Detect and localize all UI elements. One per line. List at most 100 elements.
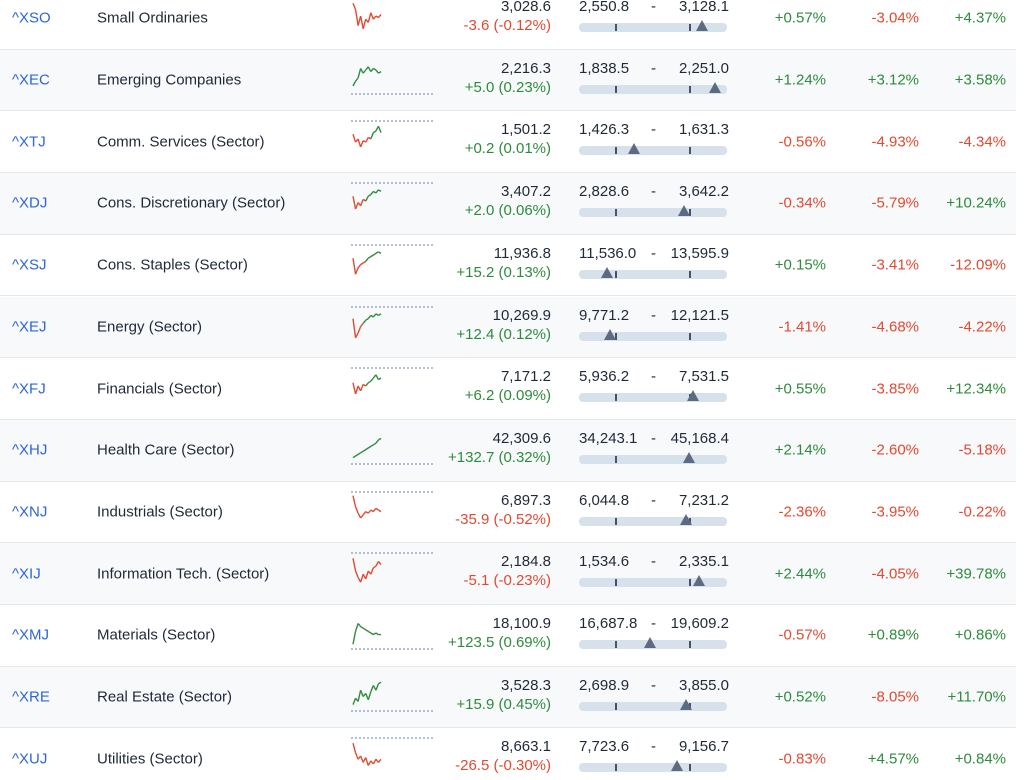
range-bar [579,143,727,156]
table-row[interactable]: ^XEC Emerging Companies 2,216.3 +5.0 (0.… [0,49,1016,112]
sparkline-segment [357,263,362,269]
last-price: 18,100.9 [492,615,551,632]
range-low: 2,550.8 [579,0,630,15]
sparkline-segment [375,561,380,567]
last-price: 2,184.8 [500,553,551,571]
range-bar [579,205,727,218]
sparkline-segment [359,199,364,207]
pct-change-3: +0.84% [954,750,1006,768]
range-high: 3,128.1 [678,0,729,15]
sparkline-segment [354,506,359,514]
sparkline-segment [359,140,364,148]
sparkline-segment [357,622,362,628]
pct-change-2: -4.68% [871,318,919,336]
table-row[interactable]: ^XNJ Industrials (Sector) 6,897.3 -35.9 … [0,482,1016,544]
sparkline-segment [375,251,379,254]
range-bar [579,575,727,588]
index-name: Utilities (Sector) [97,750,203,768]
sparkline-chart [351,306,433,338]
price-change: +2.0 (0.06%) [464,202,551,220]
index-code-link[interactable]: ^XIJ [12,565,41,583]
table-row[interactable]: ^XFJ Financials (Sector) 7,171.2 +6.2 (0… [0,358,1016,420]
index-code-link[interactable]: ^XFJ [12,380,46,398]
sparkline-segment [354,332,359,338]
range-tick [615,702,617,710]
table-row[interactable]: ^XSJ Cons. Staples (Sector) 11,936.8 +15… [0,235,1016,297]
sparkline-segment [372,759,377,765]
pct-change-2: -4.05% [871,565,919,583]
table-row[interactable]: ^XHJ Health Care (Sector) 42,309.6 +132.… [0,419,1016,482]
index-name: Information Tech. (Sector) [97,565,270,583]
range-tick [689,579,691,587]
sparkline-segment [372,15,377,20]
sparkline-segment [367,760,372,767]
range-bar [579,513,727,526]
sparkline-segment [352,743,357,754]
range-separator: - [651,183,656,201]
pct-change-1: -2.36% [778,503,826,521]
index-code-link[interactable]: ^XEC [12,71,50,89]
index-code-link[interactable]: ^XTJ [12,133,46,151]
index-name: Cons. Staples (Sector) [97,256,248,274]
range-high: 3,642.2 [678,183,729,201]
price-cell: 10,269.9 +12.4 (0.12%) [456,306,551,344]
range-high: 9,156.7 [678,738,729,756]
price-cell: 3,407.2 +2.0 (0.06%) [465,182,551,220]
sparkline-segment [359,689,364,697]
sparkline-segment [357,512,362,518]
last-price: 2,216.3 [500,59,551,77]
sparkline-chart [351,244,433,275]
table-row[interactable]: ^XMJ Materials (Sector) 18,100.9 +123.5 … [0,605,1016,667]
range-low: 9,771.2 [579,306,630,324]
sparkline-segment [370,567,375,575]
table-row[interactable]: ^XUJ Utilities (Sector) 8,663.1 -26.5 (-… [0,728,1016,780]
table-row[interactable]: ^XTJ Comm. Services (Sector) 1,501.2 +0.… [0,111,1016,174]
range-bar [579,760,727,773]
sparkline-segment [367,445,372,449]
sparkline-segment [372,565,377,569]
sparkline-segment [360,626,364,629]
sparkline-segment [360,450,364,454]
table-row[interactable]: ^XEJ Energy (Sector) 10,269.9 +12.4 (0.1… [0,296,1016,359]
pct-change-3: -4.34% [958,133,1006,151]
index-name: Financials (Sector) [97,380,223,398]
index-code-link[interactable]: ^XHJ [12,441,48,459]
price-change: +6.2 (0.09%) [464,387,551,405]
sparkline-segment [372,252,377,256]
table-row[interactable]: ^XIJ Information Tech. (Sector) 2,184.8 … [0,543,1016,605]
sparkline-chart [351,367,433,395]
range-marker-icon [679,698,692,710]
pct-change-1: -0.56% [778,133,826,151]
index-name: Materials (Sector) [97,626,216,644]
sparkline-segment [372,442,377,446]
sparkline-segment [365,257,369,262]
range-bar [579,637,727,649]
range-separator: - [651,368,656,386]
range-marker-icon [604,328,617,340]
sparkline-segment [365,571,369,580]
sparkline-chart [351,737,433,767]
index-code-link[interactable]: ^XNJ [12,503,48,521]
index-code-link[interactable]: ^XDJ [12,194,48,212]
table-row[interactable]: ^XSO Small Ordinaries 3,028.6 -3.6 (-0.1… [0,0,1016,50]
sparkline-segment [377,126,382,134]
index-name: Comm. Services (Sector) [97,133,265,151]
sparkline-segment [354,623,359,632]
price-cell: 1,501.2 +0.2 (0.01%) [465,120,551,158]
index-code-link[interactable]: ^XUJ [12,750,48,768]
index-code-link[interactable]: ^XRE [12,688,50,706]
index-code-link[interactable]: ^XSO [12,9,51,27]
sparkline-segment [365,195,369,202]
index-code-link[interactable]: ^XMJ [12,626,50,644]
price-cell: 18,100.9 +123.5 (0.69%) [448,614,551,652]
index-code-link[interactable]: ^XSJ [12,256,47,274]
sparkline-segment [370,254,374,257]
sparkline-segment [362,319,367,324]
table-row[interactable]: ^XDJ Cons. Discretionary (Sector) 3,407.… [0,173,1016,235]
sparkline-segment [377,759,382,764]
index-code-link[interactable]: ^XEJ [12,318,47,336]
sparkline-segment [352,2,357,10]
range-tick [615,85,617,93]
sparkline-segment [378,70,382,74]
table-row[interactable]: ^XRE Real Estate (Sector) 3,528.3 +15.9 … [0,666,1016,729]
